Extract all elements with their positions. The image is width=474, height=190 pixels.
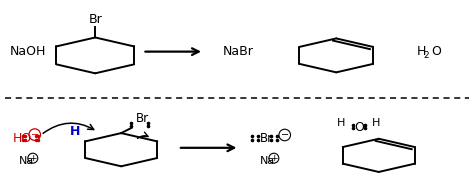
Text: −: − (31, 130, 39, 140)
Text: H: H (70, 125, 80, 138)
Text: Br: Br (260, 132, 273, 145)
Text: H: H (372, 118, 381, 128)
Text: NaOH: NaOH (10, 45, 46, 58)
Text: −: − (281, 130, 289, 140)
Text: Br: Br (136, 112, 148, 125)
Text: Na: Na (18, 156, 34, 166)
Text: H: H (337, 118, 345, 128)
Text: Na: Na (260, 156, 275, 166)
Text: 2: 2 (424, 51, 429, 59)
Text: HO: HO (12, 132, 32, 145)
Text: H: H (417, 45, 426, 58)
Text: Br: Br (88, 13, 102, 26)
Text: NaBr: NaBr (223, 45, 254, 58)
Text: +: + (29, 154, 36, 163)
Text: +: + (270, 154, 278, 163)
Text: O: O (354, 121, 364, 134)
Text: O: O (431, 45, 441, 58)
